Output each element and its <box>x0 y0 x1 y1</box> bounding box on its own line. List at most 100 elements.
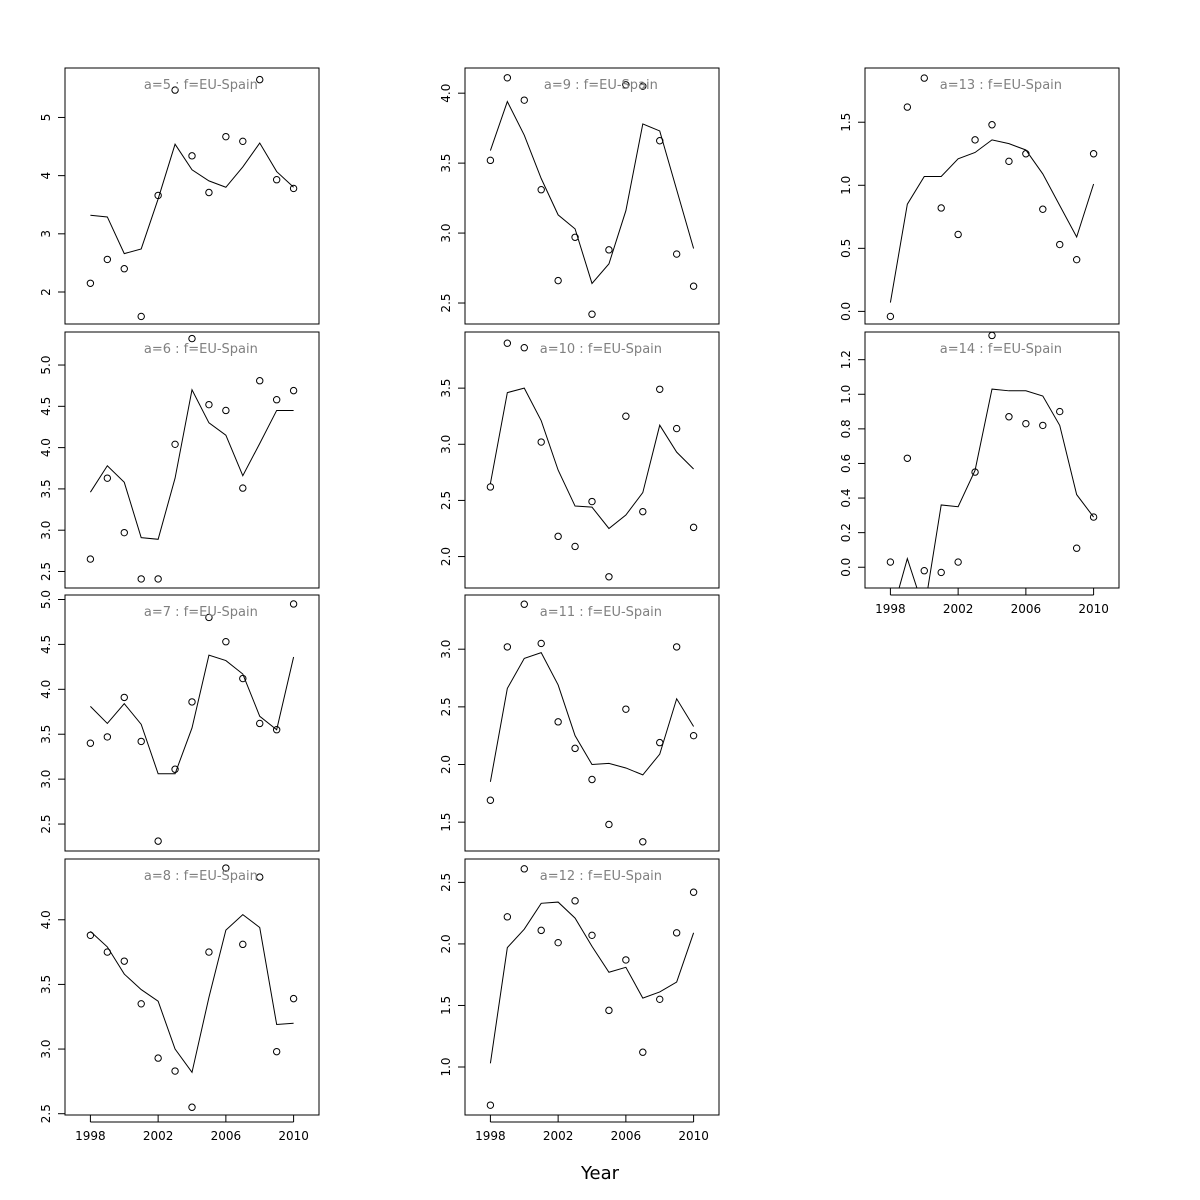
data-point <box>605 820 613 829</box>
data-point <box>188 334 196 343</box>
plot-area <box>86 864 298 1111</box>
data-point <box>103 733 112 741</box>
y-tick-label: 0.0 <box>839 302 853 321</box>
data-point <box>486 483 495 491</box>
panel-7: 1.5 2.0 2.5 3.0 a=11 : f=EU-Spain <box>439 594 720 852</box>
panel-8: 1.0 1.5 2.0 2.5 1998 2002 2006 2010 a=12 : f=EU-… <box>439 858 720 1143</box>
data-point <box>988 332 996 340</box>
fit-line <box>90 913 294 1074</box>
y-tick-label: 3.0 <box>39 521 53 540</box>
data-point <box>672 929 681 937</box>
x-tick-label: 2002 <box>143 1129 174 1143</box>
data-point <box>605 573 613 581</box>
plot-area <box>486 865 698 1109</box>
data-point <box>622 705 630 713</box>
data-point <box>289 994 298 1003</box>
data-point <box>154 575 162 583</box>
y-tick-label: 3.0 <box>39 1040 53 1059</box>
y-tick-label: 2.0 <box>439 755 453 774</box>
data-point <box>903 454 912 462</box>
data-point <box>205 948 213 956</box>
y-tick-label: 3.0 <box>39 770 53 789</box>
data-point <box>954 230 962 239</box>
y-tick-label: 4.0 <box>39 680 53 699</box>
fit-line <box>489 652 695 782</box>
data-point <box>239 137 247 146</box>
panel-5: 2.5 3.0 3.5 4.0 a=9 : f=EU-Spain <box>439 67 720 325</box>
data-point <box>86 931 95 939</box>
y-tick-label: 3 <box>39 230 53 238</box>
fit-line <box>489 901 695 1064</box>
x-axis-label: Year <box>580 1163 620 1184</box>
plot-area <box>886 332 1098 588</box>
data-point <box>188 698 196 706</box>
panel-title: a=12 : f=EU-Spain <box>540 869 662 884</box>
data-point <box>520 96 528 104</box>
plot-frame <box>64 331 320 589</box>
data-point <box>103 948 112 956</box>
data-point <box>988 121 996 129</box>
data-point <box>588 775 596 784</box>
data-point <box>520 600 528 608</box>
fit-line <box>90 654 295 775</box>
data-point <box>222 638 230 646</box>
data-point <box>171 765 179 773</box>
y-tick-label: 4.5 <box>39 397 53 416</box>
y-tick-label: 5.0 <box>39 590 53 609</box>
data-point <box>672 643 681 651</box>
data-point <box>289 600 298 608</box>
data-point <box>205 400 213 409</box>
fit-line <box>89 388 294 540</box>
data-point <box>622 412 630 420</box>
y-tick-label: 1.5 <box>439 813 453 832</box>
data-point <box>537 639 545 648</box>
panel-10: 0.0 0.2 0.4 0.6 0.8 1.0 1.2 1998 2002 2006 2010 a=1… <box>839 331 1120 616</box>
panel-title: a=8 : f=EU-Spain <box>144 869 258 884</box>
data-point <box>222 132 230 141</box>
data-point <box>120 528 128 537</box>
plot-area <box>86 75 298 321</box>
panel-6: 2.0 2.5 3.0 3.5 a=10 : f=EU-Spain <box>439 331 720 589</box>
y-tick-label: 1.0 <box>439 1057 453 1076</box>
y-tick-label: 1.5 <box>439 996 453 1015</box>
x-tick-label: 2006 <box>1011 602 1042 616</box>
data-point <box>1089 513 1098 521</box>
panel-title: a=10 : f=EU-Spain <box>540 342 662 357</box>
plot-frame <box>64 67 320 325</box>
y-tick-label: 0.8 <box>839 419 853 438</box>
data-point <box>188 152 196 160</box>
plot-area <box>486 600 698 846</box>
y-tick-label: 2.5 <box>439 873 453 892</box>
data-point <box>503 339 512 347</box>
y-tick-label: 3.5 <box>39 725 53 744</box>
data-point <box>520 344 528 352</box>
data-point <box>171 1067 179 1075</box>
data-point <box>222 864 230 872</box>
data-point <box>571 233 579 241</box>
x-tick-label: 1998 <box>475 1129 506 1143</box>
data-point <box>554 938 562 947</box>
data-point <box>205 613 213 622</box>
data-point <box>289 184 298 193</box>
y-tick-label: 4.0 <box>39 438 53 457</box>
data-point <box>571 542 579 551</box>
y-tick-label: 0.2 <box>839 523 853 542</box>
data-point <box>239 484 247 492</box>
fit-line <box>489 100 695 285</box>
data-point <box>171 440 179 449</box>
data-point <box>272 396 281 404</box>
data-point <box>120 265 128 273</box>
data-point <box>1022 419 1030 428</box>
data-point <box>920 74 928 82</box>
data-point <box>1022 150 1030 158</box>
y-tick-label: 1.0 <box>839 385 853 404</box>
fit-line <box>489 387 694 530</box>
panel-title: a=7 : f=EU-Spain <box>144 605 258 620</box>
plot-area <box>486 339 698 581</box>
data-point <box>689 731 698 740</box>
data-point <box>272 726 281 734</box>
data-point <box>571 744 579 753</box>
y-tick-label: 2 <box>39 288 53 296</box>
data-point <box>137 1000 145 1008</box>
data-point <box>205 188 213 197</box>
